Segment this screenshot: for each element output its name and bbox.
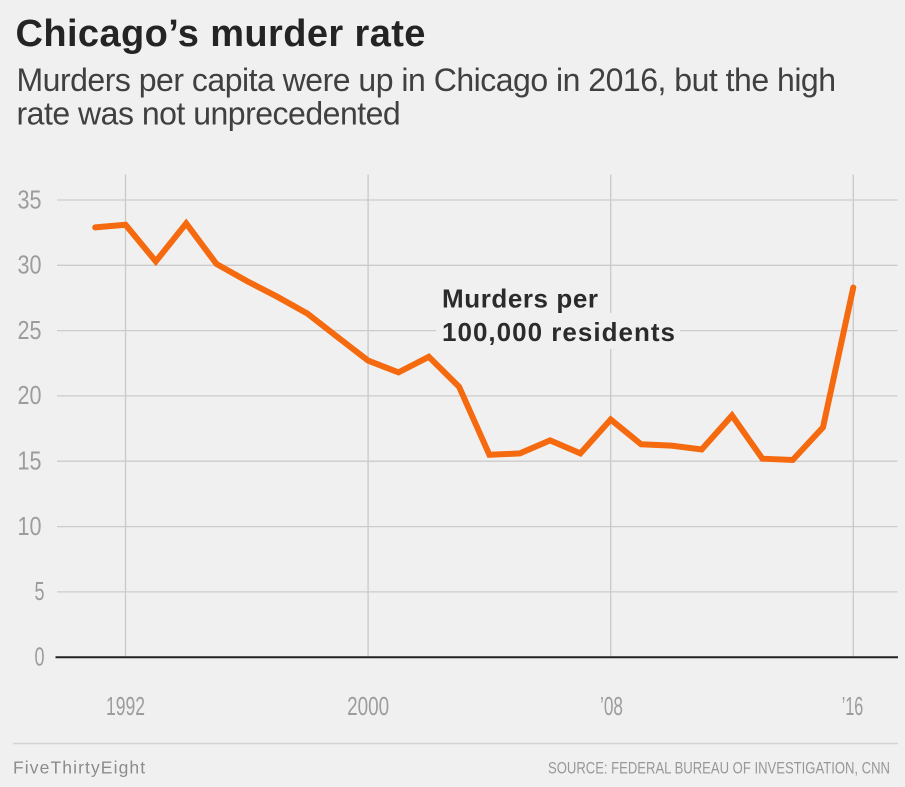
svg-text:2000: 2000	[347, 693, 389, 721]
svg-text:Murders per: Murders per	[442, 283, 598, 313]
svg-text:100,000 residents: 100,000 residents	[442, 317, 675, 347]
svg-text:5: 5	[35, 578, 45, 606]
svg-text:30: 30	[18, 252, 42, 280]
svg-text:35: 35	[18, 186, 42, 214]
svg-text:SOURCE: FEDERAL BUREAU OF INVE: SOURCE: FEDERAL BUREAU OF INVESTIGATION,…	[548, 759, 890, 778]
svg-text:25: 25	[18, 317, 42, 345]
svg-text:0: 0	[35, 644, 45, 672]
svg-text:’16: ’16	[842, 693, 864, 721]
svg-text:10: 10	[18, 513, 42, 541]
svg-text:20: 20	[18, 382, 42, 410]
svg-text:Murders per capita were up in: Murders per capita were up in Chicago in…	[17, 62, 836, 98]
svg-text:rate was not unprecedented: rate was not unprecedented	[17, 95, 401, 131]
svg-text:FiveThirtyEight: FiveThirtyEight	[13, 758, 146, 778]
svg-text:1992: 1992	[106, 693, 145, 721]
svg-text:15: 15	[18, 448, 42, 476]
svg-text:’08: ’08	[600, 693, 623, 721]
svg-text:Chicago’s murder rate: Chicago’s murder rate	[16, 13, 426, 55]
